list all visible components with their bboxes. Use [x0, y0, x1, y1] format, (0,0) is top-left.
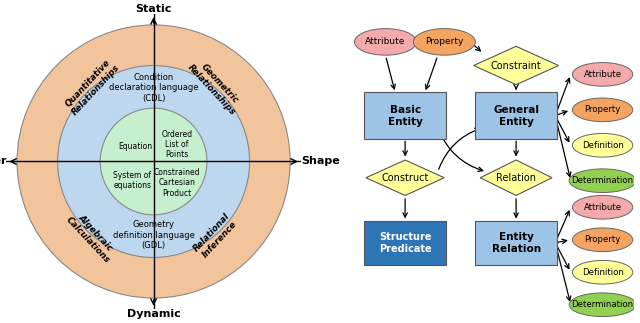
Ellipse shape	[572, 133, 633, 157]
Text: Attribute: Attribute	[584, 203, 621, 212]
FancyBboxPatch shape	[364, 92, 446, 139]
Text: Relational
Inference: Relational Inference	[191, 212, 239, 261]
Text: Dynamic: Dynamic	[127, 309, 180, 319]
Ellipse shape	[572, 98, 633, 122]
Text: Property: Property	[425, 37, 463, 47]
Ellipse shape	[572, 63, 633, 86]
Polygon shape	[366, 160, 444, 195]
Text: Geometric
Relationships: Geometric Relationships	[186, 56, 245, 118]
Text: Ordered
List of
Points: Ordered List of Points	[161, 130, 193, 159]
Text: Basic
Entity: Basic Entity	[388, 105, 422, 127]
Text: Entity
Relation: Entity Relation	[492, 232, 541, 254]
Text: Structure
Predicate: Structure Predicate	[379, 232, 431, 254]
Ellipse shape	[413, 29, 476, 55]
Text: Determination: Determination	[572, 176, 634, 185]
Ellipse shape	[572, 195, 633, 219]
Text: Attribute: Attribute	[584, 70, 621, 79]
Text: Relation: Relation	[496, 173, 536, 183]
Text: Static: Static	[136, 4, 172, 14]
Text: Number: Number	[0, 157, 6, 166]
Text: Property: Property	[584, 105, 621, 114]
Text: Constrained
Cartesian
Product: Constrained Cartesian Product	[154, 168, 200, 198]
Circle shape	[58, 66, 250, 257]
Text: Condition
declaration language
(CDL): Condition declaration language (CDL)	[109, 73, 198, 103]
Polygon shape	[480, 160, 552, 195]
Text: System of
equations: System of equations	[113, 171, 151, 190]
Text: Definition: Definition	[582, 141, 623, 150]
Text: Determination: Determination	[572, 300, 634, 309]
Text: Algebraic
Calculations: Algebraic Calculations	[64, 208, 119, 265]
Ellipse shape	[569, 169, 636, 193]
Ellipse shape	[572, 260, 633, 284]
Text: Equation: Equation	[118, 142, 152, 151]
Circle shape	[17, 25, 290, 298]
Ellipse shape	[572, 228, 633, 252]
Text: Definition: Definition	[582, 268, 623, 277]
Ellipse shape	[355, 29, 417, 55]
Text: Property: Property	[584, 235, 621, 244]
Text: Shape: Shape	[301, 157, 340, 166]
Text: Geometry
definition language
(GDL): Geometry definition language (GDL)	[113, 220, 195, 250]
Text: Constraint: Constraint	[491, 60, 541, 70]
FancyBboxPatch shape	[364, 221, 446, 265]
FancyBboxPatch shape	[476, 92, 557, 139]
Ellipse shape	[569, 293, 636, 317]
Text: Attribute: Attribute	[365, 37, 406, 47]
Polygon shape	[474, 46, 559, 85]
Text: General
Entity: General Entity	[493, 105, 539, 127]
FancyBboxPatch shape	[476, 221, 557, 265]
Text: Construct: Construct	[381, 173, 429, 183]
Circle shape	[100, 108, 207, 215]
Text: Quantitative
Relationships: Quantitative Relationships	[62, 56, 121, 118]
